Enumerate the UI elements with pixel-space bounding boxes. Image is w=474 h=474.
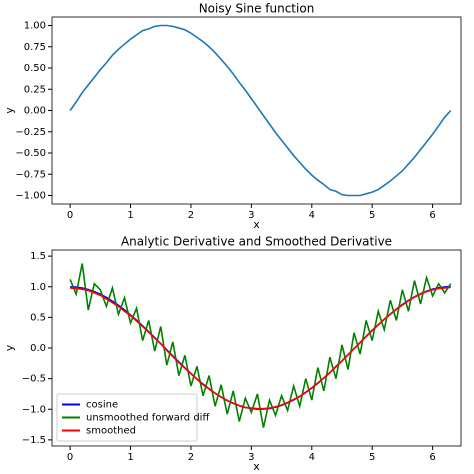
y-tick-label: 1.5 — [30, 251, 46, 262]
series-line — [69, 263, 452, 428]
x-axis-label: x — [253, 218, 260, 231]
series-line — [69, 24, 452, 197]
y-tick-label: 0.0 — [30, 343, 46, 354]
x-tick-label: 3 — [248, 210, 254, 221]
y-tick-label: 0.25 — [24, 84, 46, 95]
y-tick-label: −1.0 — [22, 404, 46, 415]
x-axis-label: x — [253, 460, 260, 473]
x-tick-label: 0 — [67, 452, 73, 463]
x-tick-label: 6 — [429, 210, 435, 221]
legend-box — [56, 393, 198, 442]
y-tick-label: −1.5 — [22, 435, 46, 446]
series-line — [70, 285, 451, 410]
x-tick-label: 4 — [309, 452, 315, 463]
chart-title: Analytic Derivative and Smoothed Derivat… — [121, 235, 392, 249]
legend-label: smoothed — [86, 426, 136, 437]
y-tick-label: 1.0 — [30, 282, 46, 293]
legend-label: unsmoothed forward diff — [86, 413, 210, 424]
y-axis-label: y — [3, 107, 16, 114]
x-tick-label: 2 — [188, 210, 194, 221]
x-tick-label: 0 — [67, 210, 73, 221]
chart-title: Noisy Sine function — [199, 2, 315, 16]
x-tick-label: 3 — [248, 452, 254, 463]
x-tick-label: 2 — [188, 452, 194, 463]
y-axis-label: y — [3, 344, 16, 351]
x-tick-label: 5 — [369, 210, 375, 221]
y-tick-label: 0.00 — [24, 106, 46, 117]
y-tick-label: −0.25 — [15, 127, 46, 138]
y-tick-label: 0.75 — [24, 42, 46, 53]
y-tick-label: −0.50 — [15, 148, 46, 159]
y-tick-label: −0.75 — [15, 169, 46, 180]
y-tick-label: 0.5 — [30, 312, 46, 323]
x-tick-label: 5 — [369, 452, 375, 463]
x-tick-label: 6 — [429, 452, 435, 463]
x-tick-label: 1 — [127, 210, 133, 221]
y-tick-label: 0.50 — [24, 63, 46, 74]
axes-frame — [51, 16, 462, 205]
y-tick-label: −0.5 — [22, 374, 46, 385]
y-tick-label: −1.00 — [15, 191, 46, 202]
x-tick-label: 1 — [127, 452, 133, 463]
x-tick-label: 4 — [309, 210, 315, 221]
legend-label: cosine — [86, 400, 118, 411]
y-tick-label: 1.00 — [24, 21, 46, 32]
series-line — [70, 286, 451, 410]
axes-frame — [51, 249, 462, 447]
